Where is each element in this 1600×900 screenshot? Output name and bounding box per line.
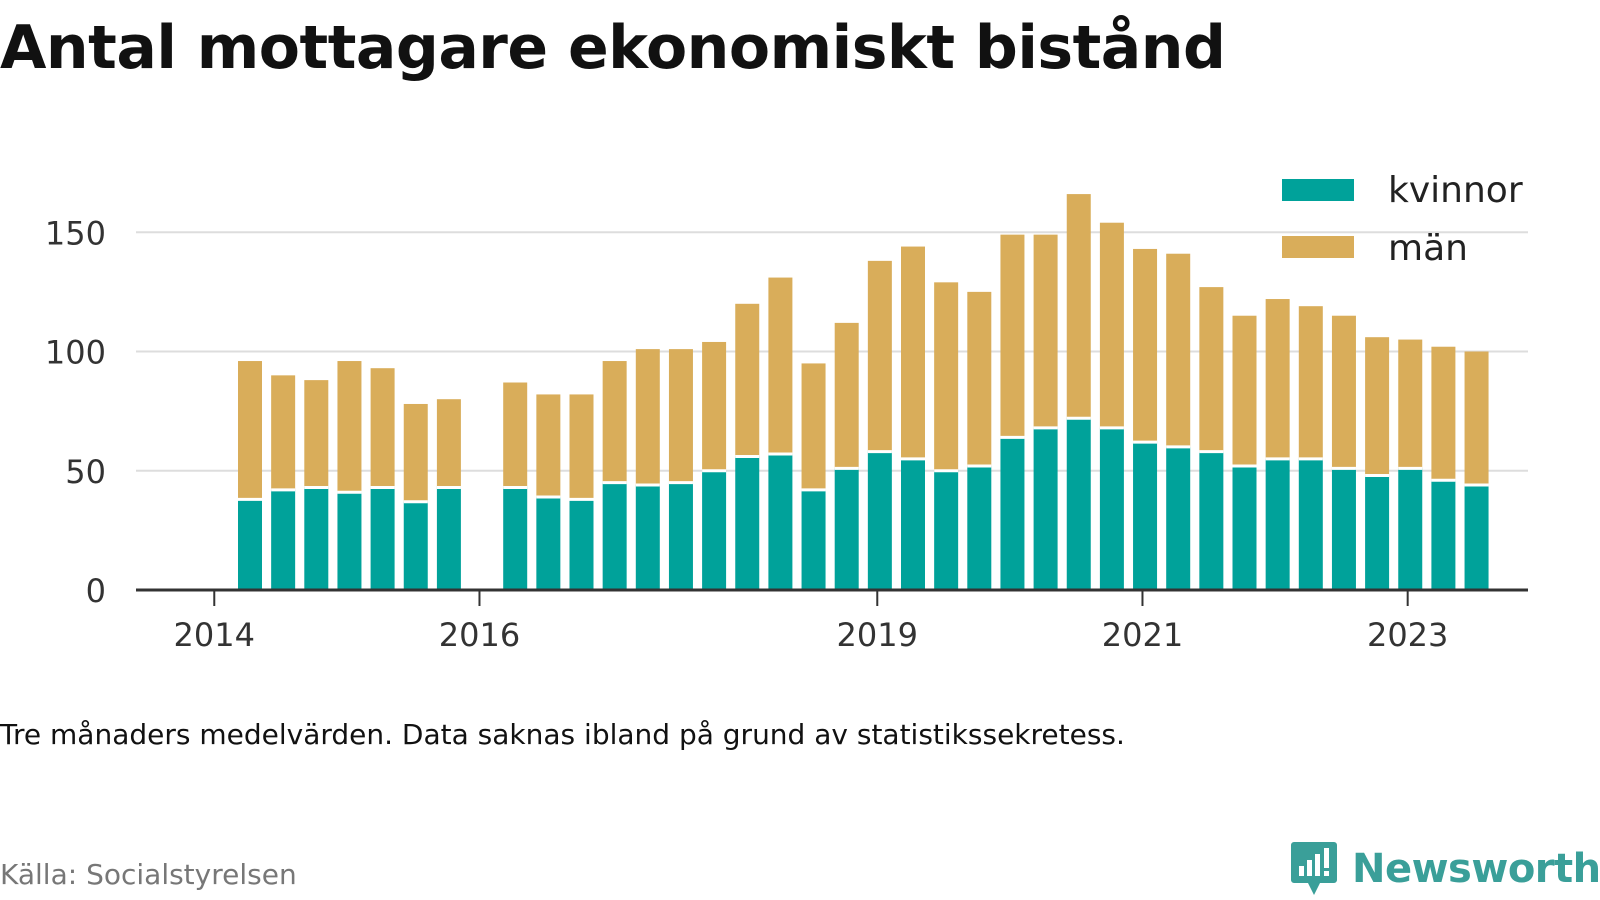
bar-kvinnor-2018-Q2 [768, 454, 793, 590]
bar-kvinnor-2016-Q2 [503, 487, 528, 590]
legend-label-man: män [1388, 228, 1468, 269]
bar-kvinnor-2020-Q2 [1033, 427, 1058, 590]
bar-kvinnor-2016-Q3 [536, 496, 561, 590]
bar-kvinnor-2019-Q2 [901, 458, 925, 590]
bar-man-2016-Q3 [536, 394, 561, 497]
bar-kvinnor-2016-Q4 [569, 499, 594, 590]
bar-man-2018-Q4 [834, 322, 859, 469]
chart-caption: Tre månaders medelvärden. Data saknas ib… [0, 718, 1125, 751]
grid-lines: 0 50 100 150 [45, 214, 1528, 610]
legend-label-kvinnor: kvinnor [1388, 170, 1523, 211]
bar-kvinnor-2015-Q2 [370, 487, 395, 590]
bar-man-2018-Q3 [801, 363, 826, 490]
x-tick-label-2021: 2021 [1102, 616, 1183, 654]
bar-kvinnor-2022-Q4 [1365, 475, 1390, 590]
bar-kvinnor-2021-Q4 [1232, 465, 1257, 590]
legend-swatch-man [1282, 236, 1354, 258]
bar-man-2015-Q1 [337, 361, 362, 493]
bar-kvinnor-2023-Q1 [1398, 468, 1423, 590]
bar-man-2014-Q4 [304, 380, 329, 488]
bar-kvinnor-2018-Q4 [834, 468, 859, 590]
bar-man-2017-Q3 [668, 349, 693, 483]
x-tick-label-2016: 2016 [439, 616, 520, 654]
bar-kvinnor-2019-Q3 [934, 470, 959, 590]
bar-man-2023-Q3 [1464, 351, 1489, 486]
bar-man-2017-Q1 [602, 361, 627, 483]
stacked-bar-chart: 0 50 100 150 2014 2016 2019 2021 2023 kvinnor m… [45, 170, 1528, 654]
bar-kvinnor-2015-Q1 [337, 492, 362, 590]
bar-man-2015-Q2 [370, 368, 395, 488]
brand-name: Newsworthy [1352, 846, 1600, 892]
bar-man-2017-Q4 [702, 341, 727, 471]
bar-kvinnor-2015-Q4 [436, 487, 461, 590]
bar-kvinnor-2021-Q1 [1133, 442, 1158, 590]
bar-kvinnor-2017-Q3 [668, 482, 693, 590]
bar-kvinnor-2018-Q3 [801, 489, 826, 590]
bar-kvinnor-2019-Q4 [967, 465, 992, 590]
bar-man-2019-Q4 [967, 291, 992, 466]
bar-man-2018-Q1 [735, 303, 760, 457]
bar-kvinnor-2020-Q1 [1000, 437, 1025, 590]
legend: kvinnor män [1282, 170, 1523, 269]
bar-kvinnor-2017-Q4 [702, 470, 727, 590]
bar-kvinnor-2019-Q1 [867, 451, 892, 590]
bar-kvinnor-2022-Q3 [1331, 468, 1356, 590]
bar-kvinnor-2018-Q1 [735, 456, 760, 590]
x-tick-label-2019: 2019 [837, 616, 918, 654]
legend-swatch-kvinnor [1282, 179, 1354, 201]
bar-kvinnor-2017-Q1 [602, 482, 627, 590]
axes: 2014 2016 2019 2021 2023 [136, 588, 1528, 654]
bar-kvinnor-2014-Q4 [304, 487, 329, 590]
y-tick-label-100: 100 [45, 334, 106, 372]
bar-man-2020-Q2 [1033, 234, 1058, 428]
bar-man-2022-Q1 [1265, 299, 1290, 459]
bar-man-2023-Q1 [1398, 339, 1423, 469]
bar-kvinnor-2015-Q3 [403, 501, 428, 590]
chart-title: Antal mottagare ekonomiskt bistånd [0, 13, 1226, 83]
bar-kvinnor-2022-Q1 [1265, 458, 1290, 590]
bar-man-2020-Q4 [1099, 222, 1124, 428]
bar-man-2015-Q3 [403, 403, 428, 502]
bar-man-2020-Q3 [1066, 194, 1091, 419]
bar-man-2022-Q4 [1365, 337, 1390, 476]
x-tick-label-2023: 2023 [1367, 616, 1448, 654]
bars [238, 194, 1489, 590]
bar-kvinnor-2022-Q2 [1298, 458, 1323, 590]
y-tick-label-50: 50 [65, 453, 106, 491]
bar-kvinnor-2014-Q2 [238, 499, 262, 590]
bar-kvinnor-2020-Q3 [1066, 418, 1091, 590]
bar-man-2016-Q4 [569, 394, 594, 500]
bar-kvinnor-2014-Q3 [271, 489, 296, 590]
y-tick-label-0: 0 [86, 572, 106, 610]
bar-man-2021-Q1 [1133, 248, 1158, 443]
bar-man-2019-Q1 [867, 260, 892, 452]
bar-kvinnor-2023-Q3 [1464, 485, 1489, 590]
bar-man-2016-Q2 [503, 382, 528, 488]
bar-man-2021-Q3 [1199, 287, 1224, 452]
bar-kvinnor-2017-Q2 [635, 485, 660, 590]
bar-kvinnor-2023-Q2 [1431, 480, 1456, 590]
bar-man-2023-Q2 [1431, 346, 1456, 481]
bar-man-2014-Q2 [238, 361, 262, 500]
bar-man-2017-Q2 [635, 349, 660, 486]
bar-man-2020-Q1 [1000, 234, 1025, 438]
bar-kvinnor-2020-Q4 [1099, 427, 1124, 590]
source-note: Källa: Socialstyrelsen [0, 858, 297, 891]
bar-man-2022-Q2 [1298, 306, 1323, 459]
bar-man-2021-Q4 [1232, 315, 1257, 466]
y-tick-label-150: 150 [45, 214, 106, 252]
bar-man-2019-Q2 [901, 246, 925, 459]
newsworthy-logo-icon [1291, 842, 1337, 895]
bar-man-2019-Q3 [934, 282, 959, 471]
bar-man-2014-Q3 [271, 375, 296, 490]
bar-man-2022-Q3 [1331, 315, 1356, 469]
bar-man-2021-Q2 [1166, 253, 1191, 447]
bar-man-2015-Q4 [436, 399, 461, 488]
bar-kvinnor-2021-Q3 [1199, 451, 1224, 590]
bar-kvinnor-2021-Q2 [1166, 446, 1191, 590]
newsworthy-logo: Newsworthy [1290, 840, 1600, 898]
x-tick-label-2014: 2014 [174, 616, 255, 654]
bar-man-2018-Q2 [768, 277, 793, 455]
